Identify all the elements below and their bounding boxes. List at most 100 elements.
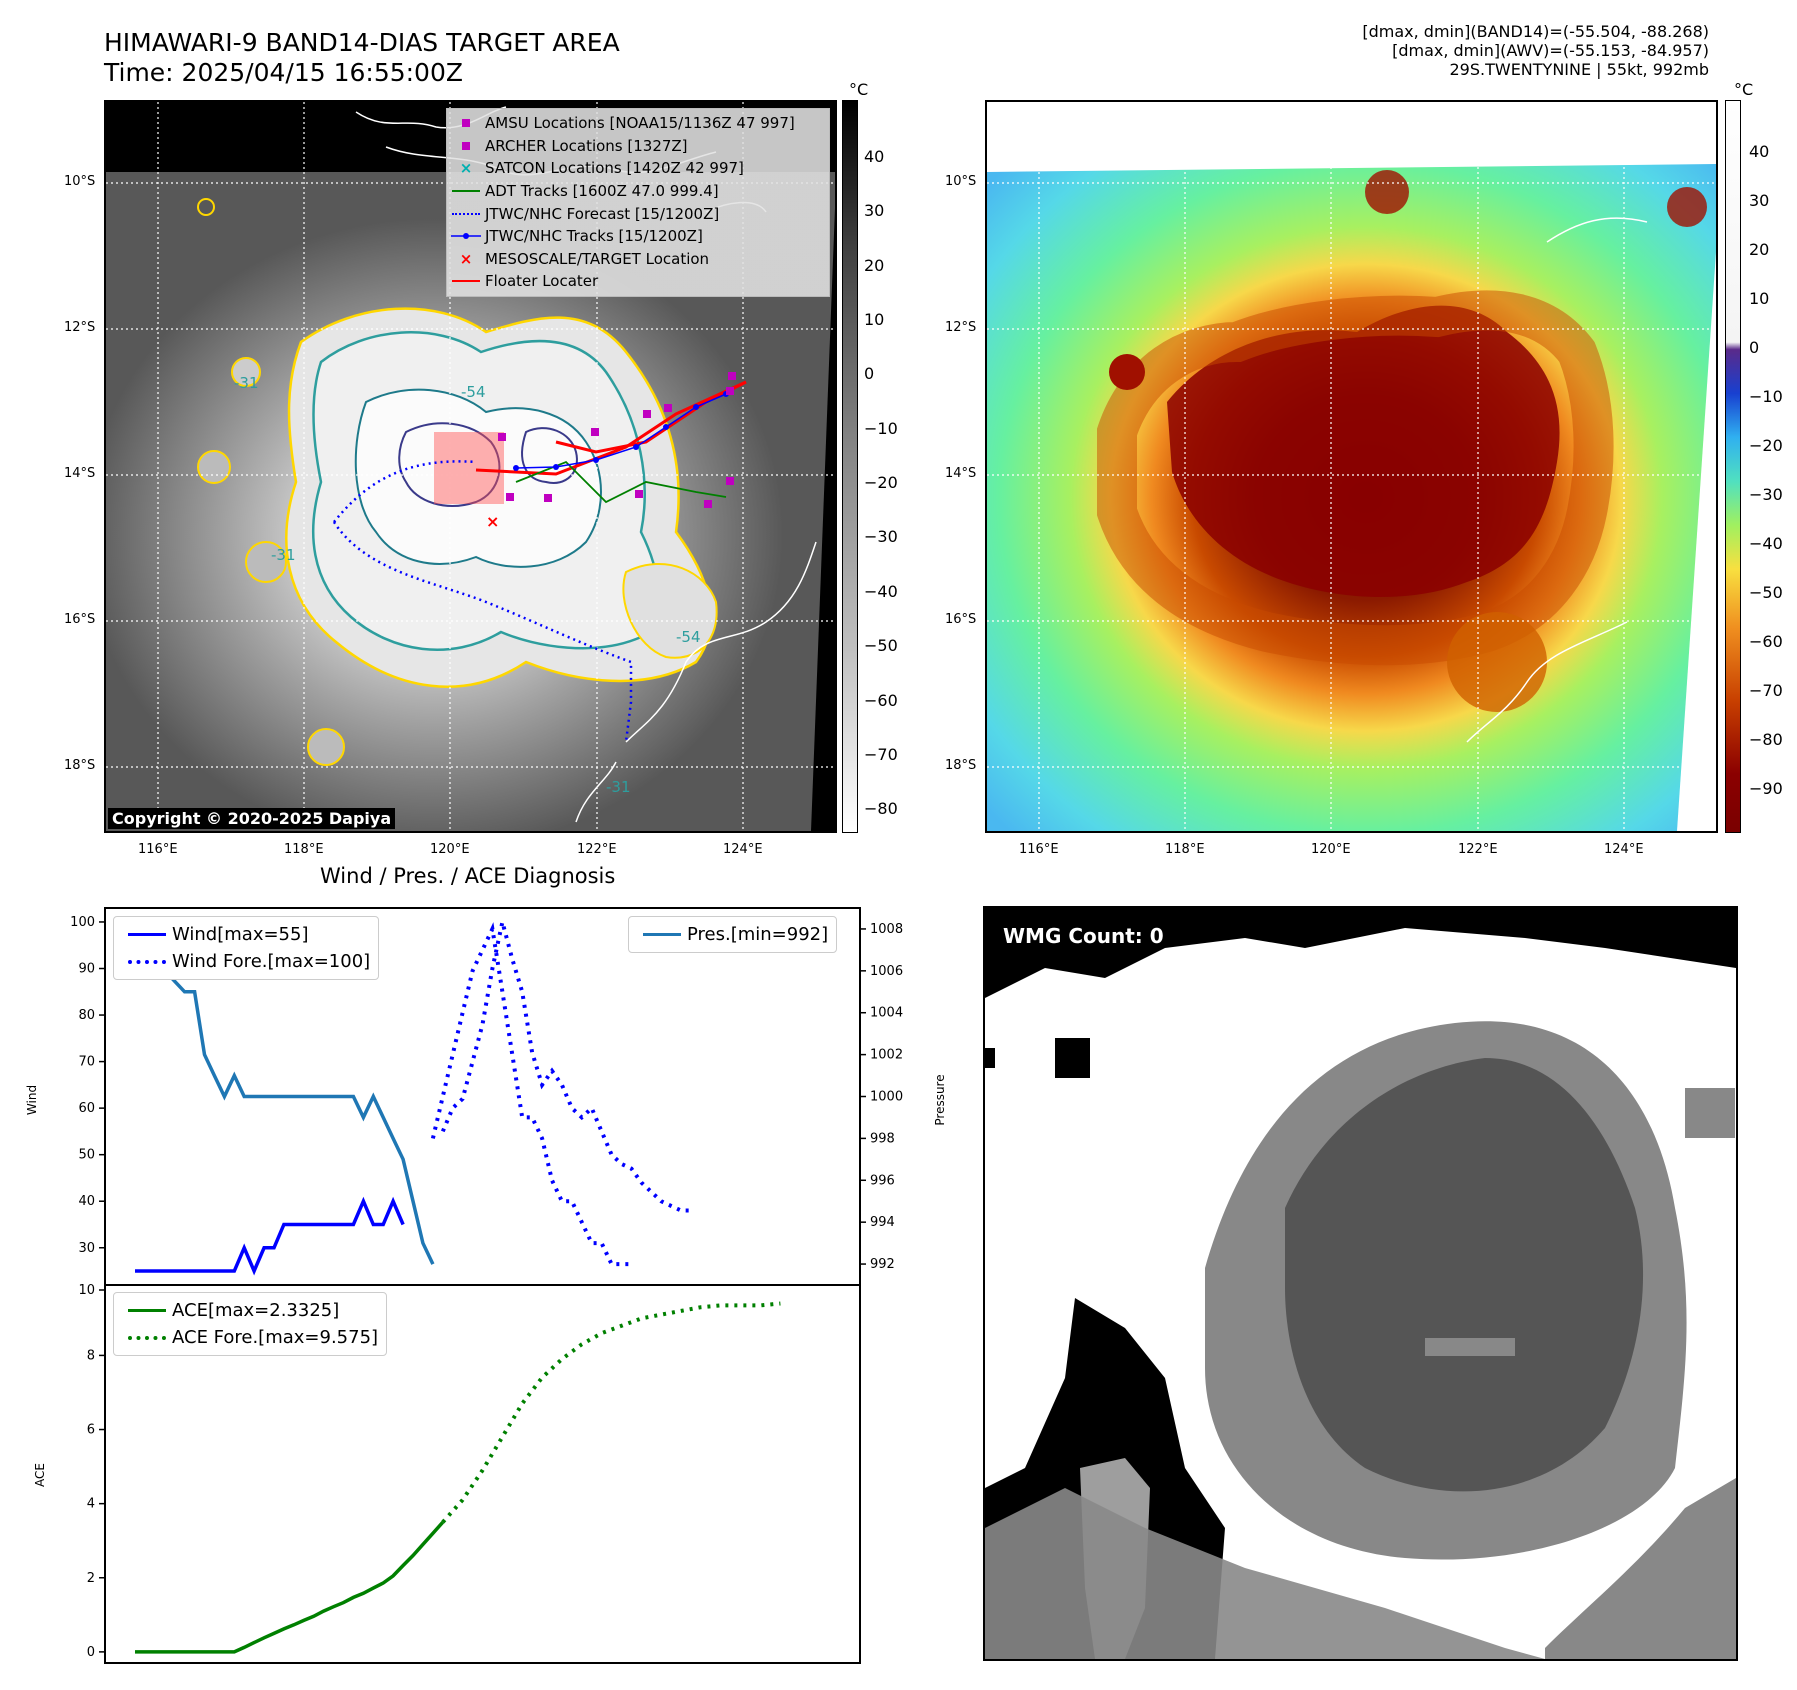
ace-legend: ACE[max=2.3325] ACE Fore.[max=9.575]	[113, 1292, 388, 1356]
wind-tick-label: 80	[78, 1008, 95, 1023]
legend-item-jtwc-tracks: JTWC/NHC Tracks [15/1200Z]	[447, 225, 829, 248]
color-map-panel	[985, 100, 1718, 833]
legend-ace: ACE[max=2.3325]	[122, 1297, 378, 1324]
wind-tick-label: 40	[78, 1194, 95, 1209]
svg-text:-31: -31	[234, 374, 259, 392]
target-area-box	[434, 432, 504, 504]
legend-item-floater: Floater Locater	[447, 270, 829, 293]
legend-ace-forecast: ACE Fore.[max=9.575]	[122, 1324, 378, 1351]
lon-label-118e: 118°E	[284, 842, 324, 857]
ace-tick-label: 0	[87, 1645, 95, 1660]
rmap-lat-label-10s: 10°S	[945, 174, 977, 189]
storm-summary: 29S.TWENTYNINE | 55kt, 992mb	[1449, 60, 1710, 79]
rmap-lon-label-120e: 120°E	[1311, 842, 1351, 857]
rmap-lon-label-116e: 116°E	[1019, 842, 1059, 857]
ace-tick-label: 2	[87, 1571, 95, 1586]
wind-tick-label: 70	[78, 1055, 95, 1070]
wind-tick-label: 10	[78, 1283, 95, 1298]
lon-label-124e: 124°E	[723, 842, 763, 857]
ace-series-lines	[135, 1301, 781, 1654]
pressure-tick-label: 1000	[870, 1090, 903, 1105]
ace-tick-label: 6	[87, 1423, 95, 1438]
lat-label-10s: 10°S	[64, 174, 96, 189]
band14-range: [dmax, dmin](BAND14)=(-55.504, -88.268)	[1362, 22, 1709, 41]
lon-label-122e: 122°E	[577, 842, 617, 857]
legend-wind: Wind[max=55]	[122, 921, 370, 948]
legend-item-amsu: AMSU Locations [NOAA15/1136Z 47 997]	[447, 112, 829, 135]
pressure-tick-label: 998	[870, 1131, 895, 1146]
lat-label-14s: 14°S	[64, 466, 96, 481]
forecast-track	[332, 460, 633, 743]
pressure-tick-label: 994	[870, 1215, 895, 1230]
wind-tick-label: 60	[78, 1101, 95, 1116]
svg-text:-54: -54	[676, 628, 701, 646]
ace-frame	[104, 1284, 861, 1664]
storm-info-header: [dmax, dmin](BAND14)=(-55.504, -88.268) …	[1362, 22, 1709, 79]
wind-line	[135, 1196, 405, 1276]
wind-series-lines	[133, 921, 691, 1276]
wind-tick-label: 90	[78, 962, 95, 977]
wind-tick-label: 30	[78, 1241, 95, 1256]
amsu-archer-markers	[498, 372, 736, 508]
ace-line	[135, 1521, 445, 1654]
contour-labels: -31 -54 -31 -54 -31	[234, 374, 701, 796]
wind-y-ticks: 10 30 40 50 60 70 80 90 100	[70, 915, 105, 1298]
legend-wind-forecast: Wind Fore.[max=100]	[122, 948, 370, 975]
rmap-lon-label-124e: 124°E	[1604, 842, 1644, 857]
diagnosis-chart-title: Wind / Pres. / ACE Diagnosis	[320, 864, 616, 888]
svg-text:-54: -54	[461, 383, 486, 401]
mesoscale-target-marker: ×	[486, 512, 499, 531]
wmg-count-label: WMG Count: 0	[1003, 924, 1164, 948]
wmg-image	[985, 908, 1736, 1659]
pressure-legend: Pres.[min=992]	[628, 916, 838, 953]
wind-legend: Wind[max=55] Wind Fore.[max=100]	[113, 916, 380, 980]
svg-text:-31: -31	[271, 546, 296, 564]
map-legend: AMSU Locations [NOAA15/1136Z 47 997] ARC…	[446, 108, 830, 297]
lat-label-18s: 18°S	[64, 758, 96, 773]
pressure-tick-label: 992	[870, 1257, 895, 1272]
wind-tick-label: 100	[70, 915, 95, 930]
title-line-1: HIMAWARI-9 BAND14-DIAS TARGET AREA	[104, 28, 620, 57]
pressure-tick-label: 996	[870, 1173, 895, 1188]
copyright-label: Copyright © 2020-2025 Dapiya	[108, 808, 396, 829]
rmap-lon-label-122e: 122°E	[1458, 842, 1498, 857]
awv-range: [dmax, dmin](AWV)=(-55.153, -84.957)	[1392, 41, 1709, 60]
right-colorbar-unit: °C	[1734, 80, 1754, 99]
svg-text:-31: -31	[606, 778, 631, 796]
ace-tick-label: 4	[87, 1497, 95, 1512]
ace-axis-label: ACE	[33, 1463, 47, 1487]
right-colorbar	[1725, 100, 1741, 833]
legend-item-adt: ADT Tracks [1600Z 47.0 999.4]	[447, 180, 829, 203]
rmap-lat-label-12s: 12°S	[945, 320, 977, 335]
wind-axis-label: Wind	[25, 1085, 39, 1115]
wind-forecast-line	[440, 921, 691, 1213]
ace-tick-label: 8	[87, 1348, 95, 1363]
wmg-panel: WMG Count: 0	[983, 906, 1738, 1661]
lon-label-116e: 116°E	[138, 842, 178, 857]
color-map-image	[987, 102, 1716, 831]
legend-item-satcon: × SATCON Locations [1420Z 42 997]	[459, 159, 744, 178]
left-colorbar	[842, 100, 858, 833]
legend-pressure: Pres.[min=992]	[637, 921, 828, 948]
ace-forecast-line	[441, 1301, 781, 1524]
pressure-axis-label: Pressure	[933, 1074, 947, 1125]
best-track	[515, 393, 727, 469]
rmap-lon-label-118e: 118°E	[1165, 842, 1205, 857]
ir-map-panel: × -31 -54 -31 -54 -31 AMSU Locations [NO…	[104, 100, 837, 833]
rmap-lat-label-14s: 14°S	[945, 466, 977, 481]
legend-item-target: × MESOSCALE/TARGET Location	[459, 249, 710, 268]
legend-item-archer: ARCHER Locations [1327Z]	[447, 135, 829, 158]
pressure-y-ticks: 992 994 996 998 1000 1002 1004 1006 1008	[860, 922, 903, 1272]
pressure-tick-label: 1002	[870, 1048, 903, 1063]
pressure-tick-label: 1006	[870, 964, 903, 979]
title-line-2: Time: 2025/04/15 16:55:00Z	[104, 58, 463, 87]
lon-label-120e: 120°E	[430, 842, 470, 857]
lat-label-12s: 12°S	[64, 320, 96, 335]
ace-y-ticks: 0 2 4 6 8	[87, 1348, 105, 1660]
figure-title: HIMAWARI-9 BAND14-DIAS TARGET AREA Time:…	[104, 28, 620, 88]
left-colorbar-unit: °C	[849, 80, 869, 99]
pressure-line	[133, 928, 435, 1265]
legend-item-jtwc-forecast: JTWC/NHC Forecast [15/1200Z]	[447, 202, 829, 225]
pressure-tick-label: 1004	[870, 1006, 903, 1021]
